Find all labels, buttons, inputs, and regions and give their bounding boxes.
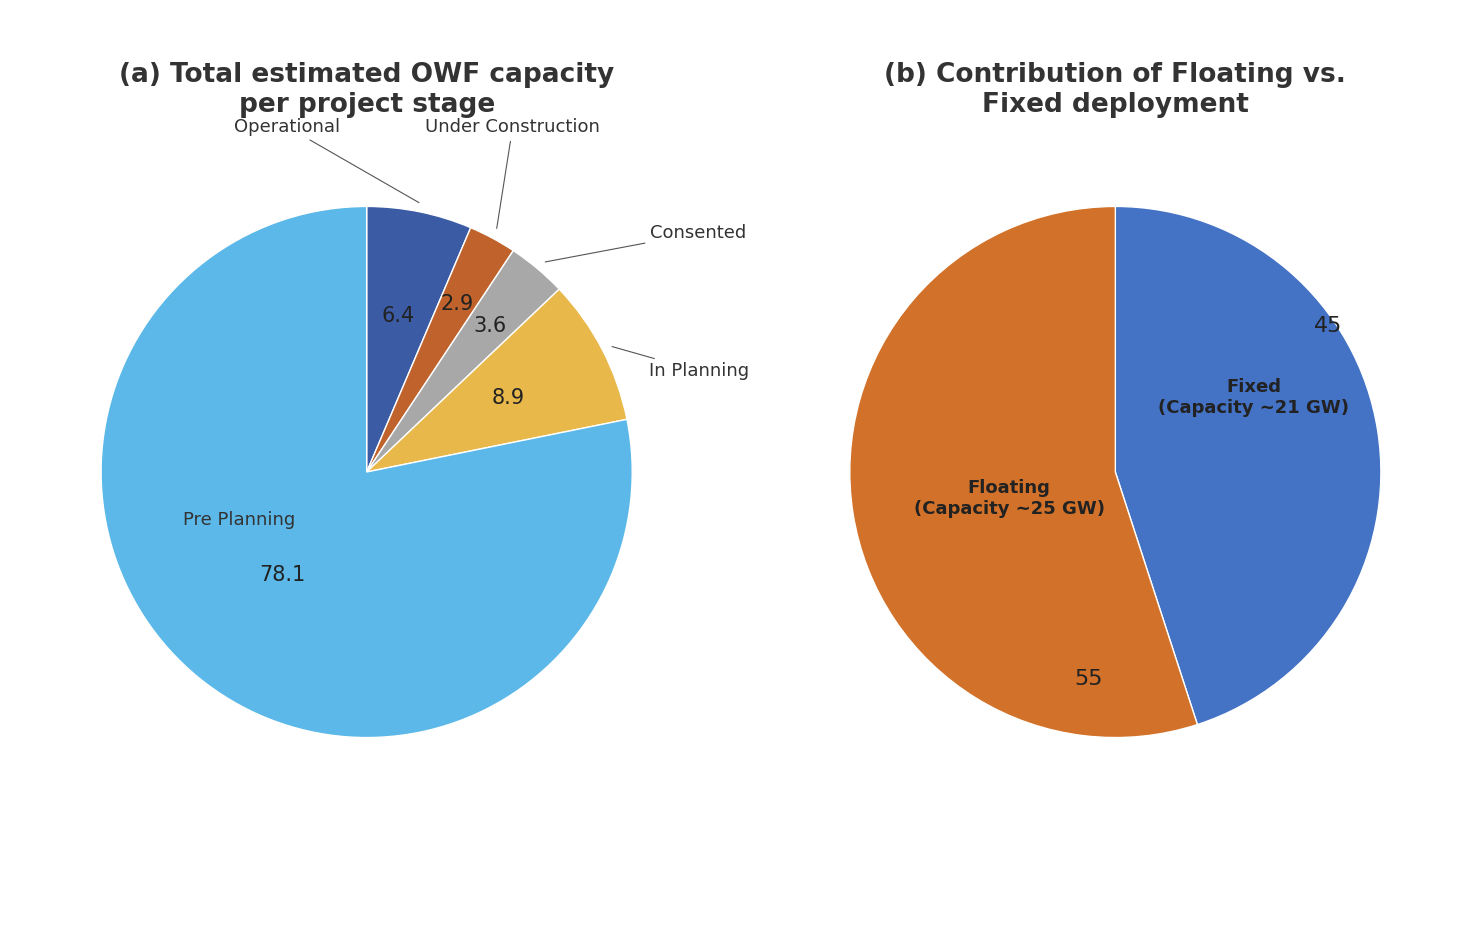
Text: Consented: Consented [545,224,747,261]
Wedge shape [366,207,471,472]
Text: 3.6: 3.6 [473,315,507,335]
Text: 55: 55 [1074,669,1103,689]
Wedge shape [366,228,513,472]
Text: 8.9: 8.9 [492,389,525,409]
Text: Under Construction: Under Construction [425,118,600,228]
Text: In Planning: In Planning [612,346,748,380]
Text: 78.1: 78.1 [259,565,305,584]
Text: Floating
(Capacity ~25 GW): Floating (Capacity ~25 GW) [913,480,1104,518]
Wedge shape [1116,207,1381,725]
Wedge shape [366,289,627,472]
Text: Fixed
(Capacity ~21 GW): Fixed (Capacity ~21 GW) [1157,379,1349,417]
Text: 45: 45 [1313,316,1343,336]
Wedge shape [101,207,633,737]
Wedge shape [366,250,559,472]
Wedge shape [849,207,1197,737]
Text: Pre Planning: Pre Planning [184,511,295,529]
Title: (a) Total estimated OWF capacity
per project stage: (a) Total estimated OWF capacity per pro… [119,62,615,118]
Title: (b) Contribution of Floating vs.
Fixed deployment: (b) Contribution of Floating vs. Fixed d… [885,62,1346,118]
Text: 6.4: 6.4 [382,306,415,326]
Text: Operational: Operational [234,118,419,203]
Text: 2.9: 2.9 [440,294,474,313]
